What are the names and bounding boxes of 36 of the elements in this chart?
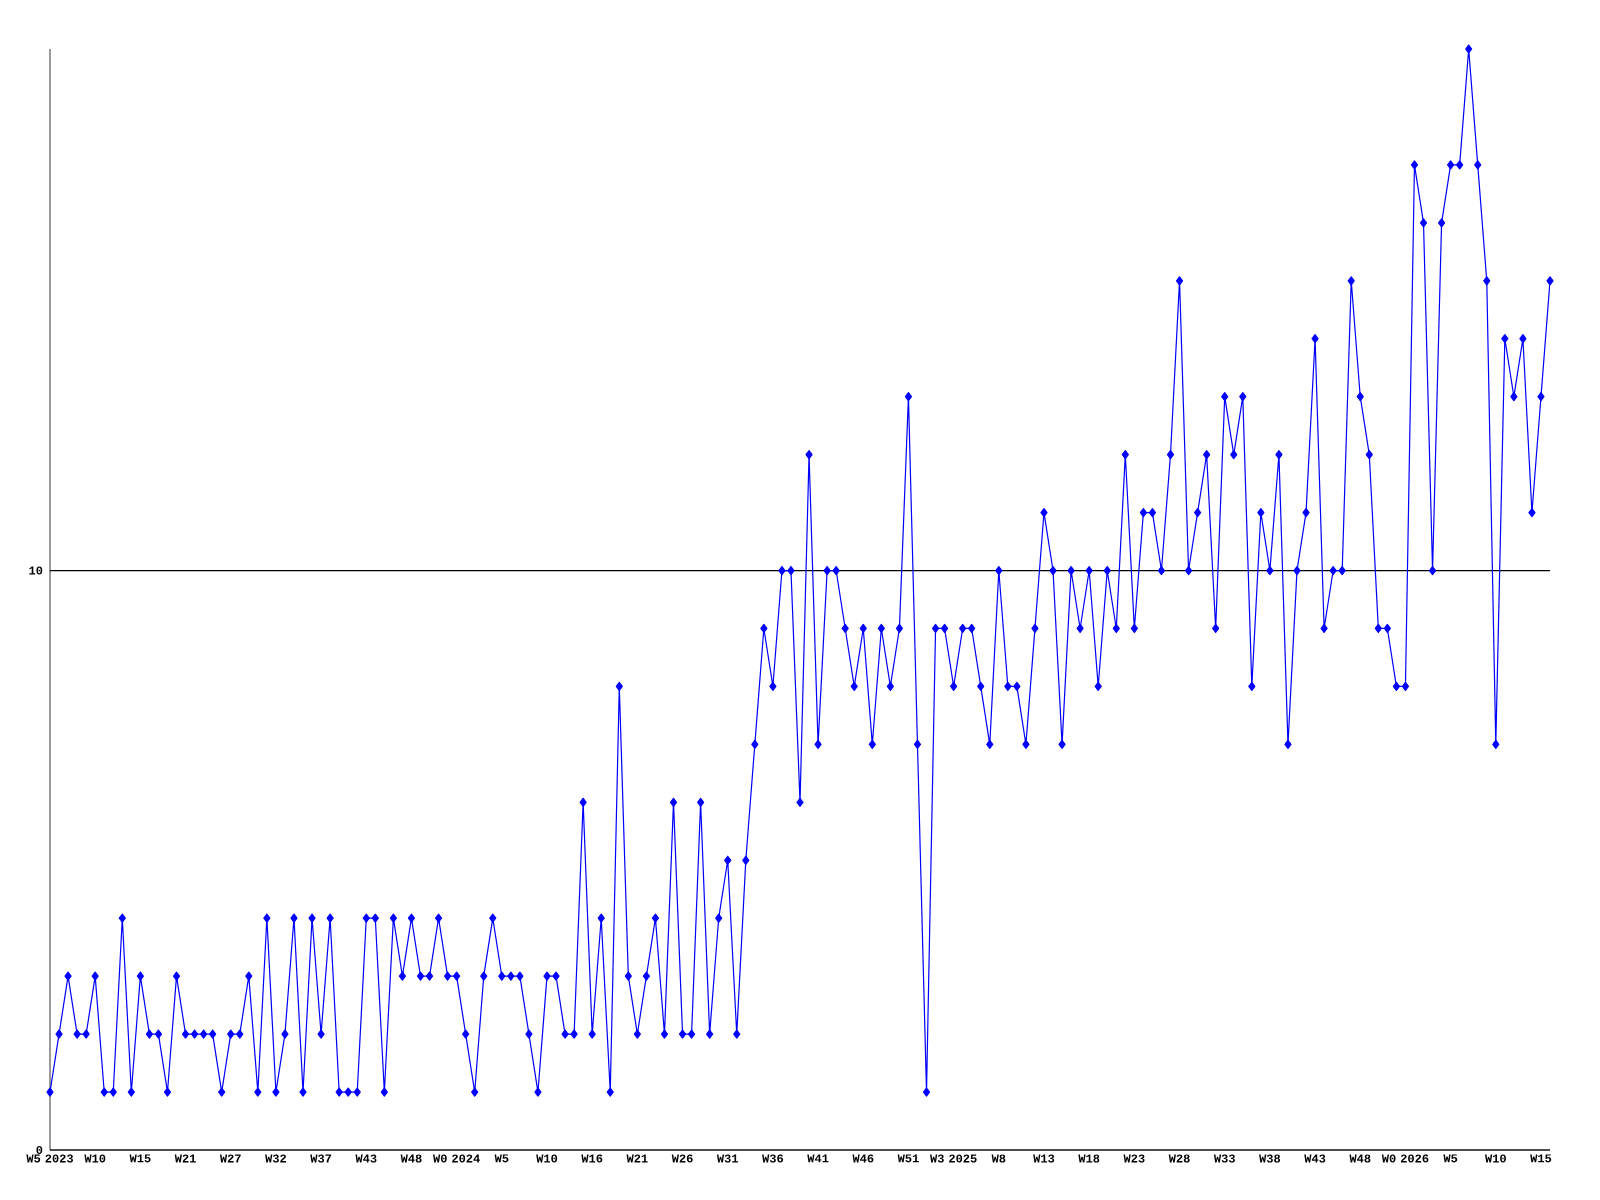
- x-tick-label: W46: [852, 1154, 874, 1163]
- y-tick-label: 0: [36, 1145, 43, 1155]
- x-tick-label: W0 2026: [1381, 1154, 1429, 1163]
- x-tick-label: W13: [1033, 1154, 1055, 1163]
- x-tick-label: W18: [1078, 1154, 1100, 1163]
- x-tick-label: W23: [1123, 1154, 1145, 1163]
- x-tick-label: W27: [219, 1154, 241, 1163]
- x-tick-label: W5: [494, 1154, 509, 1163]
- x-tick-label: W43: [1304, 1154, 1326, 1163]
- x-tick-label: W5: [1443, 1154, 1458, 1163]
- x-tick-label: W36: [762, 1154, 784, 1163]
- x-tick-label: W0 2024: [433, 1154, 480, 1163]
- x-tick-label: W38: [1259, 1154, 1281, 1163]
- x-tick-label: W28: [1168, 1154, 1190, 1163]
- x-tick-label: W48: [1349, 1154, 1371, 1163]
- x-tick-label: W41: [807, 1154, 829, 1163]
- x-tick-label: W33: [1213, 1154, 1235, 1163]
- x-tick-label: W51: [897, 1154, 919, 1163]
- x-tick-label: W48: [400, 1154, 422, 1163]
- x-tick-label: W26: [671, 1154, 693, 1163]
- x-tick-label: W21: [174, 1154, 196, 1163]
- x-tick-label: W31: [716, 1154, 739, 1163]
- y-tick-label: 10: [29, 566, 43, 575]
- x-tick-label: W15: [1530, 1154, 1552, 1163]
- x-tick-label: W5 2023: [26, 1154, 73, 1163]
- x-tick-label: W8: [991, 1154, 1006, 1163]
- x-tick-label: W10: [84, 1154, 106, 1163]
- x-tick-label: W15: [129, 1154, 151, 1163]
- x-tick-label: W10: [1485, 1154, 1506, 1163]
- x-tick-label: W16: [581, 1154, 603, 1163]
- x-tick-label: W3 2025: [930, 1154, 977, 1163]
- x-tick-label: W37: [310, 1154, 332, 1163]
- x-tick-label: W21: [626, 1154, 648, 1163]
- x-tick-label: W10: [536, 1154, 558, 1163]
- x-tick-label: W32: [265, 1154, 286, 1163]
- x-tick-label: W43: [355, 1154, 377, 1163]
